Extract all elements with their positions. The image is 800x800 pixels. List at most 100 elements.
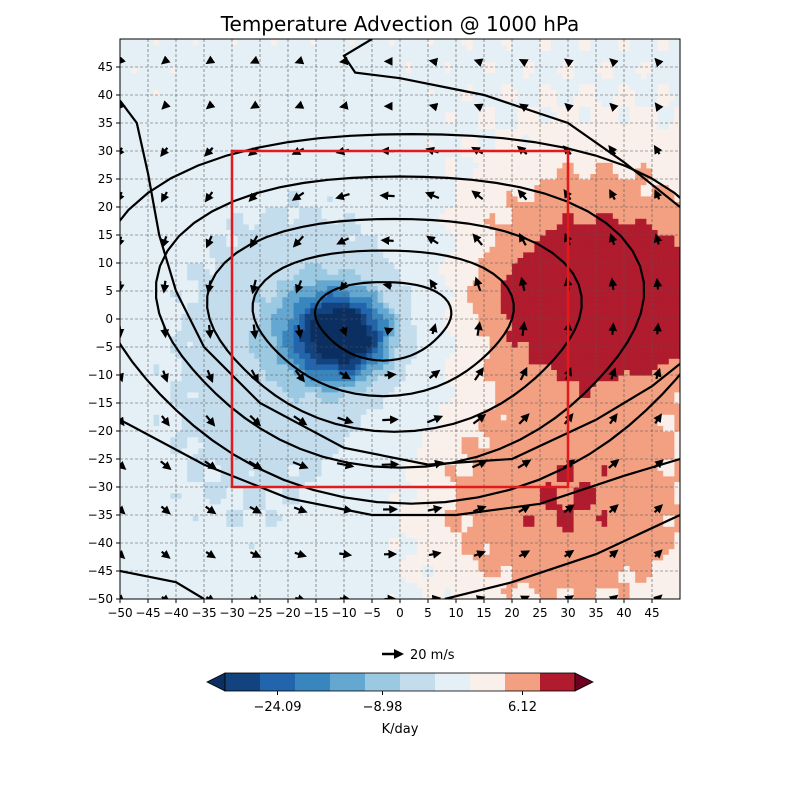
field-cell (332, 358, 339, 365)
field-cell (148, 403, 155, 410)
field-cell (372, 156, 379, 163)
field-cell (153, 470, 160, 477)
field-cell (170, 319, 177, 326)
field-cell (198, 246, 205, 253)
field-cell (148, 498, 155, 505)
field-cell (198, 179, 205, 186)
field-cell (176, 207, 183, 214)
field-cell (215, 559, 222, 566)
field-cell (209, 296, 216, 303)
field-cell (265, 403, 272, 410)
field-cell (338, 475, 345, 482)
field-cell (226, 571, 233, 578)
field-cell (265, 543, 272, 550)
field-cell (349, 78, 356, 85)
field-cell (215, 302, 222, 309)
field-cell (237, 223, 244, 230)
field-cell (394, 251, 401, 258)
field-cell (148, 151, 155, 158)
field-cell (265, 347, 272, 354)
field-cell (271, 251, 278, 258)
field-cell (120, 403, 127, 410)
field-cell (265, 72, 272, 79)
field-cell (276, 554, 283, 561)
field-cell (248, 207, 255, 214)
field-cell (181, 307, 188, 314)
field-cell (215, 537, 222, 544)
field-cell (159, 313, 166, 320)
field-cell (299, 285, 306, 292)
field-cell (226, 459, 233, 466)
field-cell (321, 526, 328, 533)
field-cell (271, 498, 278, 505)
field-cell (288, 268, 295, 275)
field-cell (394, 593, 401, 599)
field-cell (243, 481, 250, 488)
field-cell (338, 380, 345, 387)
field-cell (243, 100, 250, 107)
field-cell (243, 358, 250, 365)
field-cell (142, 195, 149, 202)
field-cell (293, 235, 300, 242)
field-cell (192, 380, 199, 387)
field-cell (282, 83, 289, 90)
field-cell (170, 459, 177, 466)
field-cell (377, 436, 384, 443)
field-cell (187, 324, 194, 331)
field-cell (204, 44, 211, 51)
field-cell (187, 481, 194, 488)
field-cell (271, 487, 278, 494)
field-cell (299, 251, 306, 258)
field-cell (120, 470, 127, 477)
field-cell (187, 543, 194, 550)
field-cell (332, 447, 339, 454)
field-cell (159, 263, 166, 270)
field-cell (237, 111, 244, 118)
field-cell (316, 95, 323, 102)
field-cell (164, 313, 171, 320)
field-cell (349, 263, 356, 270)
field-cell (215, 436, 222, 443)
field-cell (170, 352, 177, 359)
field-cell (198, 419, 205, 426)
field-cell (394, 453, 401, 460)
field-cell (332, 139, 339, 146)
field-cell (220, 235, 227, 242)
field-cell (316, 117, 323, 124)
field-cell (159, 72, 166, 79)
field-cell (243, 61, 250, 68)
field-cell (198, 83, 205, 90)
field-cell (148, 341, 155, 348)
field-cell (198, 341, 205, 348)
field-cell (187, 106, 194, 113)
field-cell (383, 447, 390, 454)
field-cell (321, 391, 328, 398)
field-cell (327, 78, 334, 85)
field-cell (243, 223, 250, 230)
field-cell (304, 453, 311, 460)
field-cell (198, 380, 205, 387)
field-cell (265, 526, 272, 533)
field-cell (321, 403, 328, 410)
field-cell (338, 302, 345, 309)
field-cell (288, 95, 295, 102)
field-cell (192, 100, 199, 107)
field-cell (366, 571, 373, 578)
field-cell (164, 531, 171, 538)
field-cell (220, 296, 227, 303)
field-cell (383, 257, 390, 264)
field-cell (226, 330, 233, 337)
field-cell (327, 72, 334, 79)
field-cell (192, 554, 199, 561)
field-cell (260, 531, 267, 538)
field-cell (366, 72, 373, 79)
field-cell (372, 83, 379, 90)
field-cell (164, 156, 171, 163)
field-cell (304, 358, 311, 365)
field-cell (344, 44, 351, 51)
field-cell (299, 386, 306, 393)
field-cell (366, 44, 373, 51)
field-cell (220, 251, 227, 258)
field-cell (148, 128, 155, 135)
field-cell (338, 173, 345, 180)
